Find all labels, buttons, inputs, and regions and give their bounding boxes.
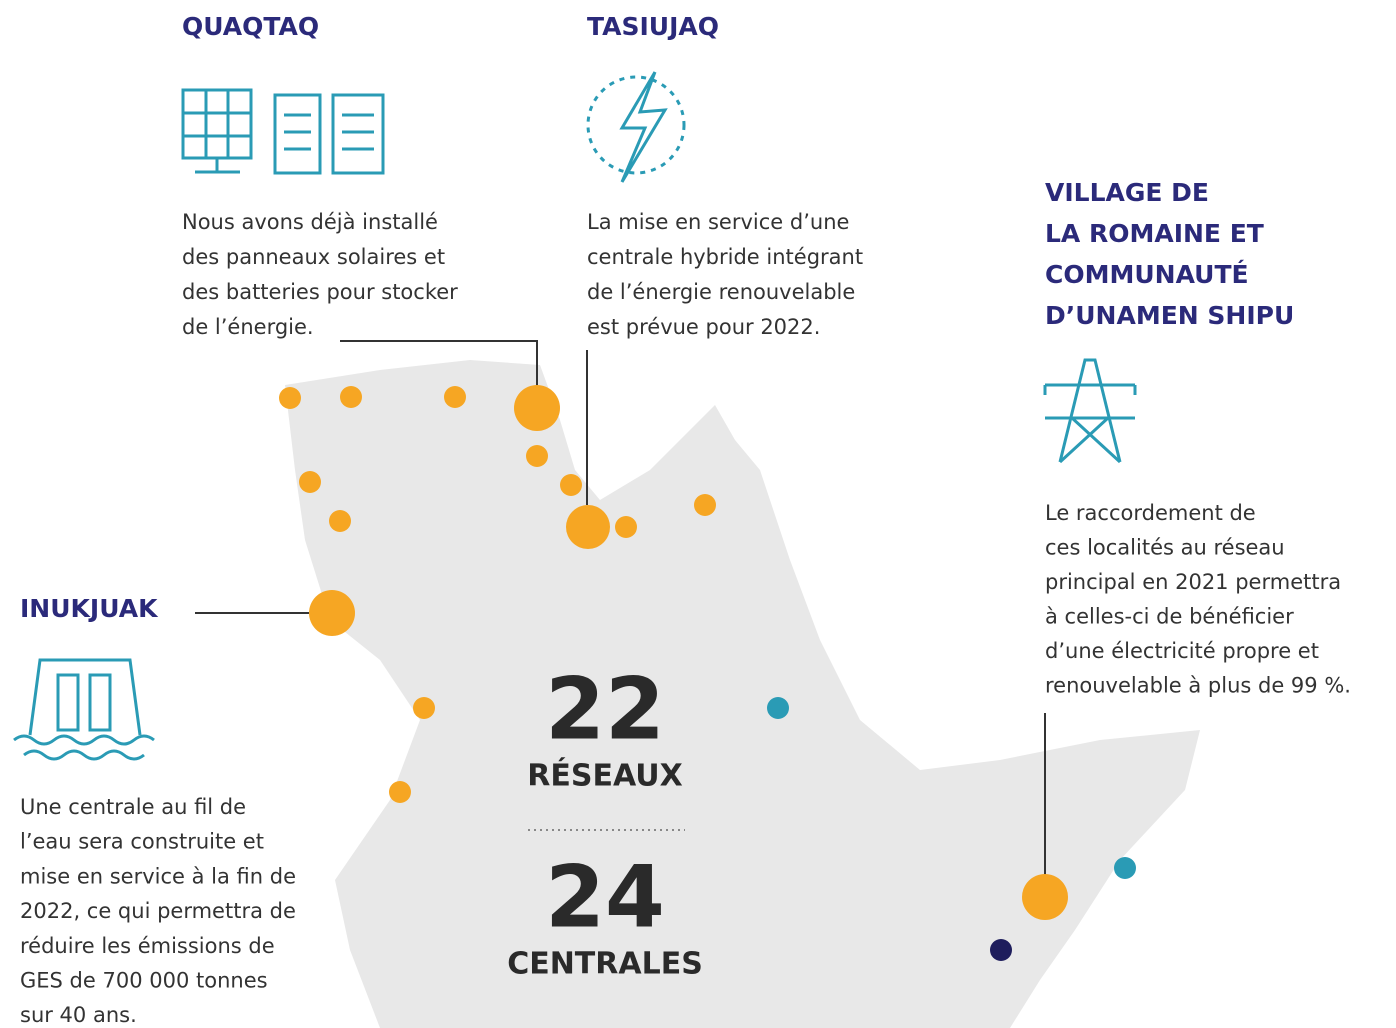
callout-title: COMMUNAUTÉ	[1045, 260, 1249, 289]
callout-text: de l’énergie.	[182, 315, 314, 339]
callout-text: Une centrale au fil de	[20, 795, 246, 819]
callout-text: 2022, ce qui permettra de	[20, 899, 296, 923]
callout-text: ces localités au réseau	[1045, 536, 1285, 560]
callout-text: l’eau sera construite et	[20, 830, 264, 854]
callout-text: La mise en service d’une	[587, 210, 849, 234]
callout-text: réduire les émissions de	[20, 934, 275, 958]
stat-label: CENTRALES	[507, 947, 703, 982]
callout-text: à celles-ci de bénéficier	[1045, 605, 1294, 629]
map	[285, 360, 1200, 1028]
stat-label: RÉSEAUX	[527, 758, 682, 794]
callout-title: TASIUJAQ	[587, 12, 719, 41]
callout-text: Le raccordement de	[1045, 501, 1256, 525]
pylon-icon	[1043, 358, 1137, 464]
callout-text: de l’énergie renouvelable	[587, 280, 855, 304]
stat-value: 22	[545, 659, 665, 759]
callout-text: Nous avons déjà installé	[182, 210, 438, 234]
callout-title: INUKJUAK	[20, 594, 159, 623]
callout-text: des batteries pour stocker	[182, 280, 458, 304]
callout-text: renouvelable à plus de 99 %.	[1045, 674, 1351, 698]
map-dots	[279, 385, 1136, 961]
lightning-icon	[586, 71, 686, 183]
callout-text: sur 40 ans.	[20, 1003, 137, 1027]
callout-title: D’UNAMEN SHIPU	[1045, 301, 1294, 330]
callout-text: est prévue pour 2022.	[587, 315, 820, 339]
solar-battery-icon	[181, 88, 385, 175]
callout-title: LA ROMAINE ET	[1045, 219, 1264, 248]
dam-icon	[13, 658, 155, 761]
callout-title: QUAQTAQ	[182, 12, 319, 41]
callout-text: centrale hybride intégrant	[587, 245, 863, 269]
callout-text: des panneaux solaires et	[182, 245, 445, 269]
callout-text: GES de 700 000 tonnes	[20, 969, 268, 993]
leader-lines	[195, 340, 1046, 875]
callout-text: mise en service à la fin de	[20, 864, 296, 888]
callout-text: principal en 2021 permettra	[1045, 570, 1341, 594]
callout-text: d’une électricité propre et	[1045, 639, 1319, 663]
stat-value: 24	[545, 847, 665, 947]
callout-title: VILLAGE DE	[1045, 178, 1209, 207]
